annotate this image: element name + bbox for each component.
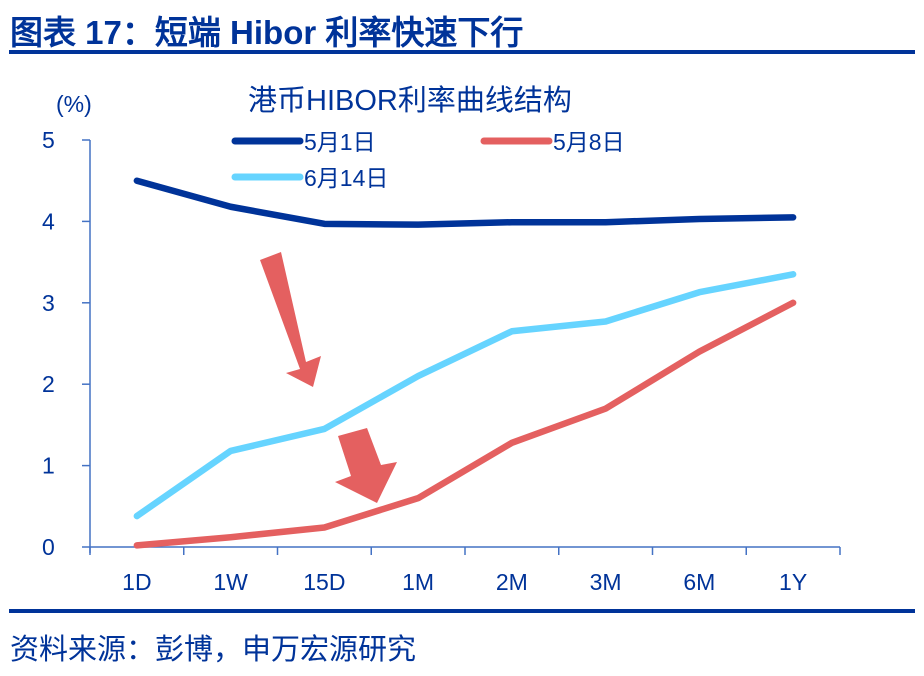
x-tick-label: 1D xyxy=(122,569,151,595)
y-tick-label: 5 xyxy=(42,127,55,153)
x-axis-ticks: 1D 1W 15D 1M 2M 3M 6M 1Y xyxy=(89,547,841,595)
x-tick-label: 3M xyxy=(590,569,622,595)
down-arrow-icon xyxy=(335,428,397,503)
x-tick-label: 1Y xyxy=(779,569,807,595)
source-divider xyxy=(9,609,915,613)
source-note: 资料来源：彭博，申万宏源研究 xyxy=(10,634,417,666)
x-tick-label: 1W xyxy=(213,569,248,595)
y-axis-unit: (%) xyxy=(56,91,92,117)
x-tick-label: 6M xyxy=(683,569,715,595)
y-tick-label: 2 xyxy=(42,371,55,397)
series-lines xyxy=(133,177,797,549)
x-tick-label: 1M xyxy=(402,569,434,595)
series-line xyxy=(133,271,797,520)
series-line xyxy=(133,177,797,228)
legend-label: 5月1日 xyxy=(304,129,376,155)
y-tick-label: 0 xyxy=(42,534,55,560)
legend-label: 5月8日 xyxy=(553,129,625,155)
y-tick-label: 4 xyxy=(42,208,55,234)
series-line xyxy=(133,299,797,549)
y-tick-label: 1 xyxy=(42,453,55,479)
figure-title: 图表 17：短端 Hibor 利率快速下行 xyxy=(10,14,524,51)
down-arrow-icon xyxy=(260,252,321,387)
y-tick-label: 3 xyxy=(42,290,55,316)
x-tick-label: 2M xyxy=(496,569,528,595)
title-divider xyxy=(9,50,915,54)
annotation-arrows xyxy=(260,252,397,503)
chart-title: 港币HIBOR利率曲线结构 xyxy=(248,84,572,117)
legend-label: 6月14日 xyxy=(304,165,388,191)
legend: 5月1日 5月8日 6月14日 xyxy=(231,129,625,191)
y-axis-ticks: 0 1 2 3 4 5 xyxy=(42,127,90,560)
x-tick-label: 15D xyxy=(303,569,345,595)
